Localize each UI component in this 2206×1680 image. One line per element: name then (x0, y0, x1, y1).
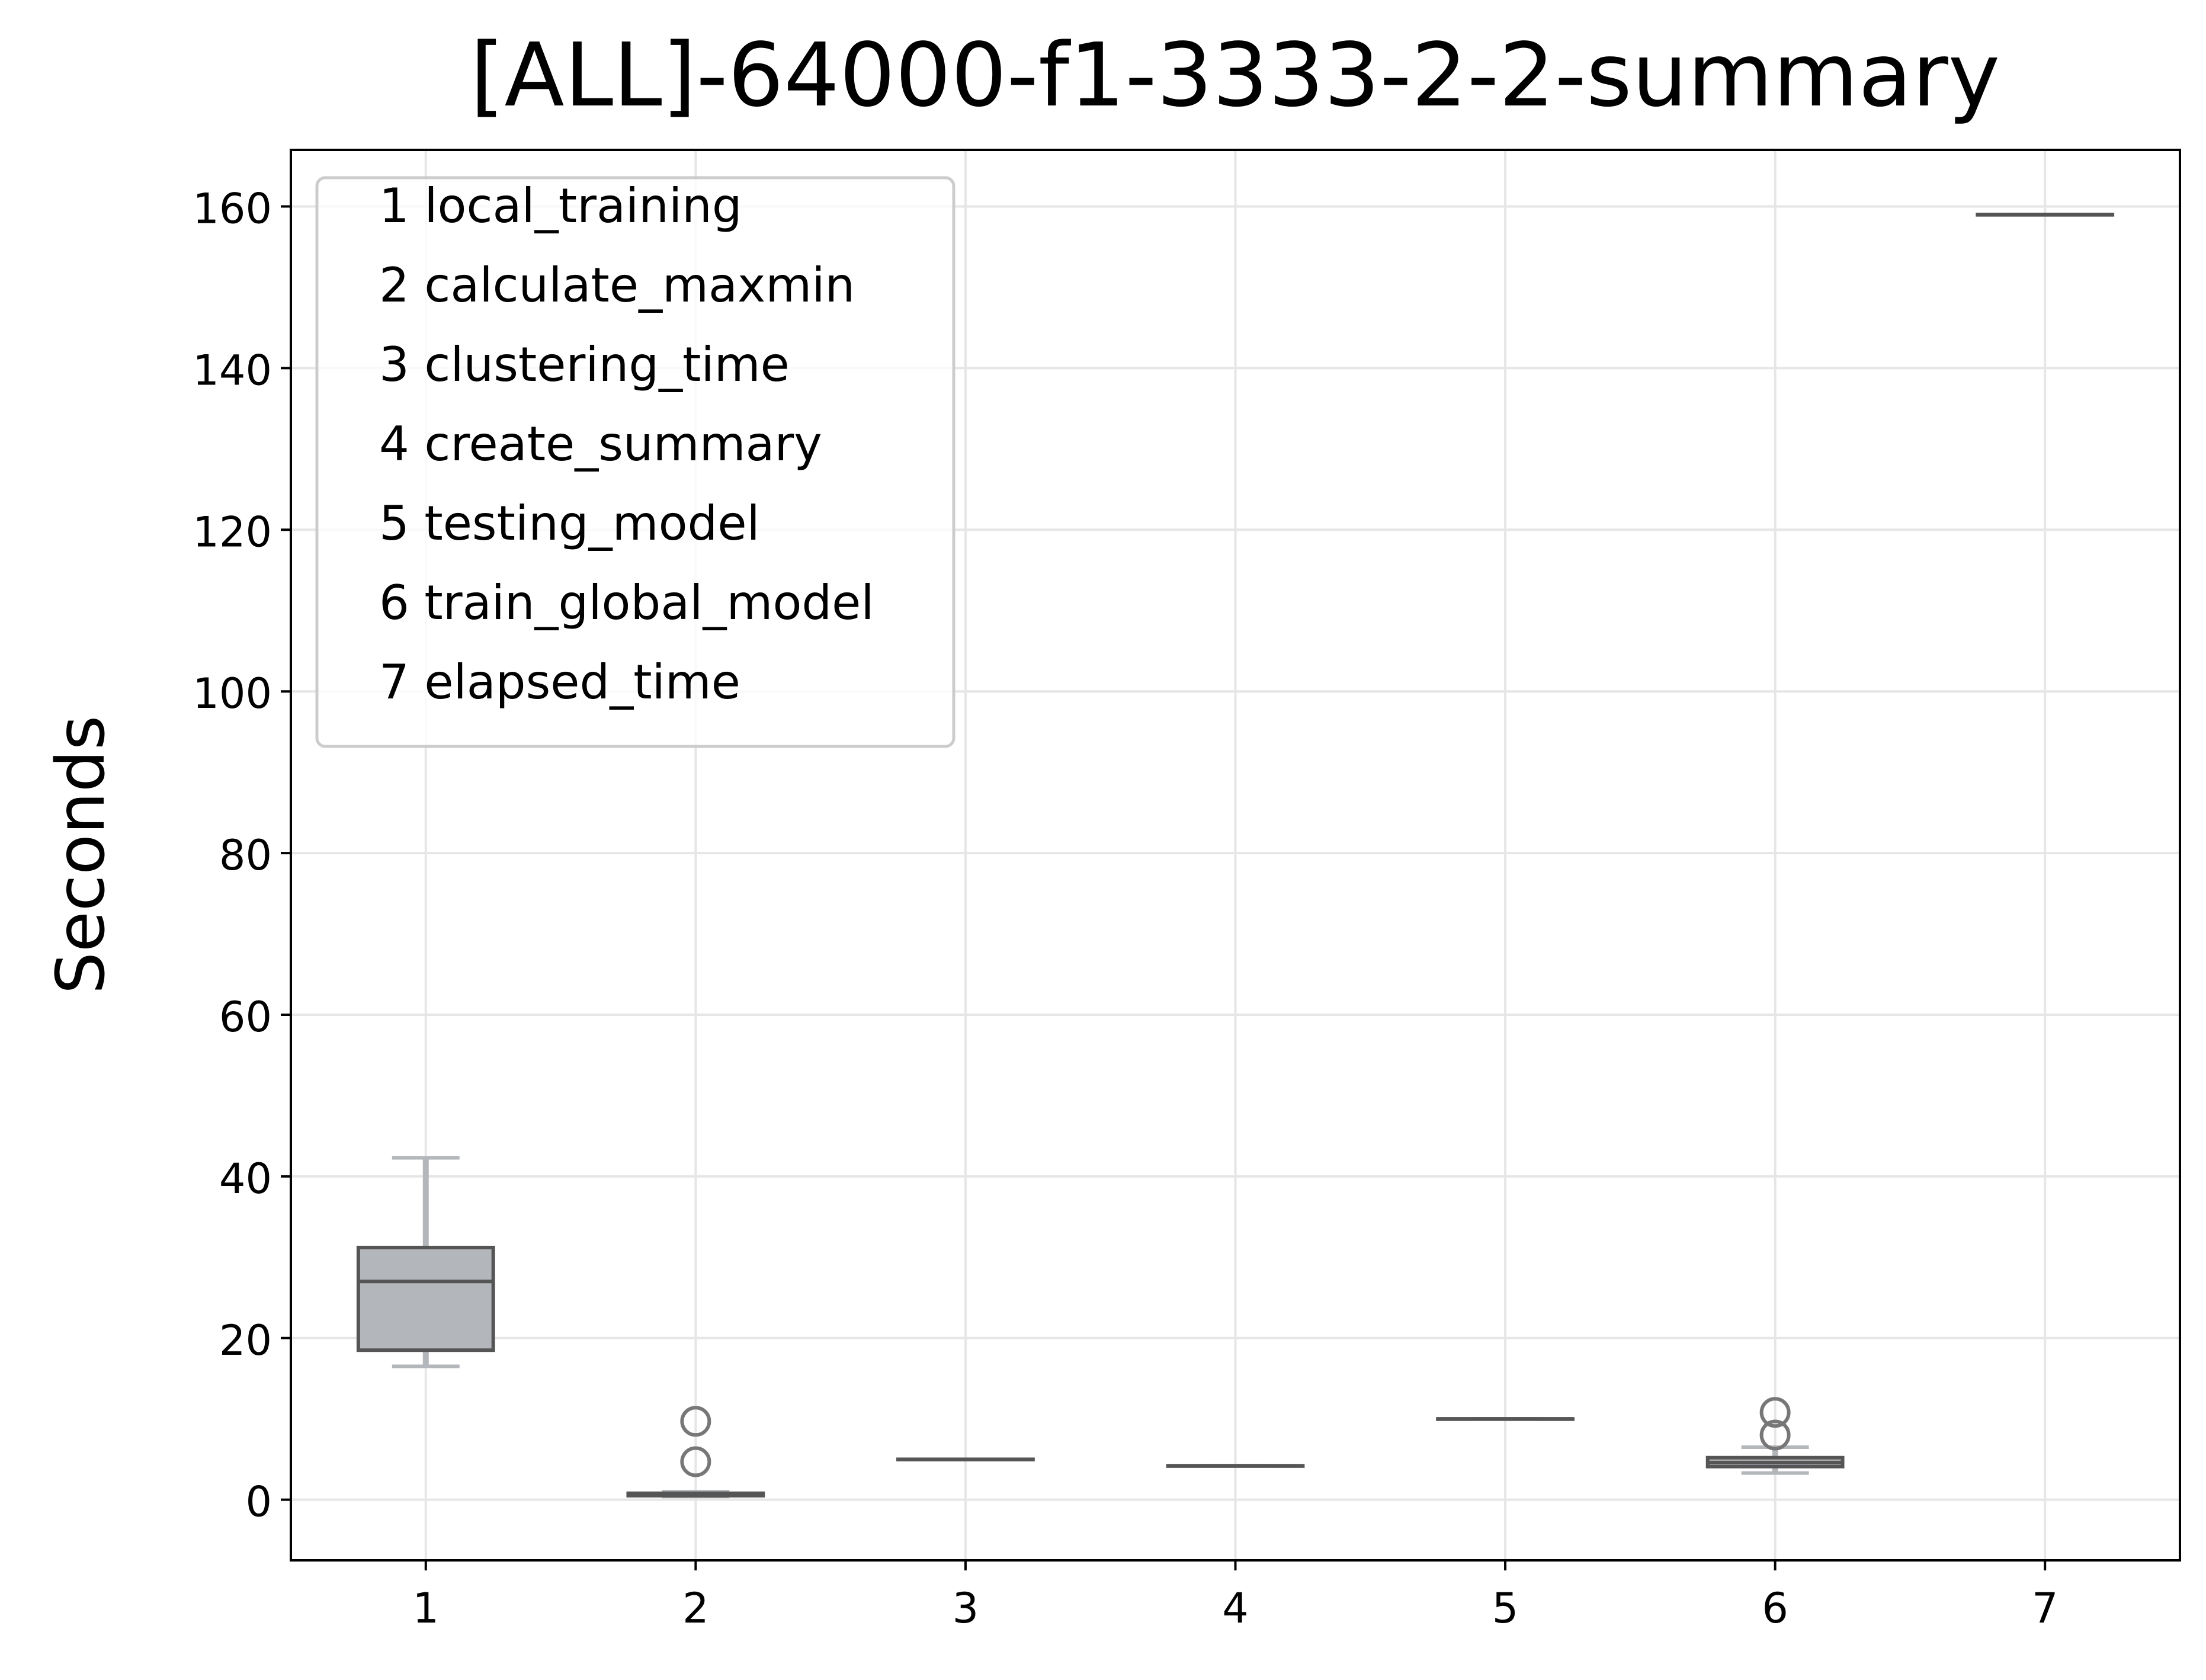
legend-entry-7: 7 elapsed_time (379, 655, 740, 710)
outlier-point (680, 1446, 711, 1477)
y-tick-label: 80 (219, 831, 272, 880)
box-layer (356, 213, 2115, 1499)
box-group-3 (896, 1457, 1035, 1461)
y-tick-label: 160 (193, 185, 272, 233)
y-tick-label: 120 (193, 508, 272, 556)
legend-entry-5: 5 testing_model (379, 496, 760, 551)
outlier-point (1759, 1397, 1791, 1428)
legend-frame (315, 176, 955, 748)
x-tick-label: 5 (1492, 1584, 1519, 1633)
x-tick-label: 2 (682, 1584, 709, 1633)
legend-entry-1: 1 local_training (379, 178, 742, 233)
x-tick-label: 1 (413, 1584, 440, 1633)
y-axis-label: Seconds (43, 716, 120, 995)
outlier-point (1759, 1419, 1791, 1451)
legend-entry-4: 4 create_summary (379, 416, 822, 472)
box-group-2 (626, 1406, 765, 1499)
outlier-point (680, 1406, 711, 1437)
x-tick-label: 3 (953, 1584, 979, 1633)
y-tick-label: 60 (219, 993, 272, 1041)
y-tick-label: 20 (219, 1316, 272, 1365)
chart-title: [ALL]-64000-f1-3333-2-2-summary (470, 24, 2000, 126)
tick-layer: 0 20 40 60 80 100 120 140 160 1 2 3 4 5 6 7 (193, 185, 2058, 1633)
box-group-1 (356, 1156, 495, 1368)
box-group-6 (1705, 1397, 1845, 1475)
y-tick-label: 40 (219, 1155, 272, 1203)
x-tick-label: 6 (1762, 1584, 1788, 1633)
box-iqr (356, 1245, 495, 1352)
y-tick-label: 100 (193, 669, 272, 718)
legend: 1 local_training 2 calculate_maxmin 3 cl… (315, 176, 955, 748)
legend-entry-3: 3 clustering_time (379, 337, 790, 392)
y-tick-label: 0 (245, 1478, 272, 1527)
box-group-7 (1976, 213, 2115, 217)
x-tick-label: 7 (2032, 1584, 2058, 1633)
x-tick-label: 4 (1222, 1584, 1249, 1633)
y-tick-label: 140 (193, 346, 272, 395)
legend-entry-6: 6 train_global_model (379, 575, 874, 630)
legend-entry-2: 2 calculate_maxmin (379, 258, 855, 313)
